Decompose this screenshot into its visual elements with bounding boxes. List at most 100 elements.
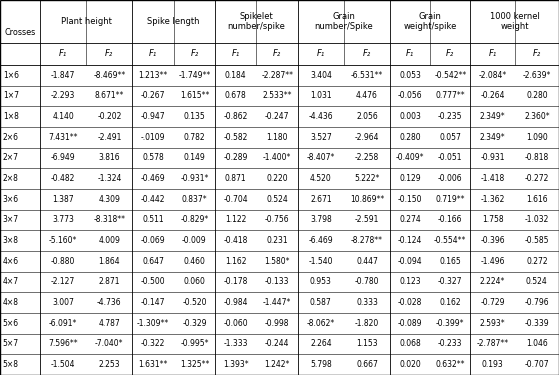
Text: -0.399*: -0.399* [436, 319, 465, 328]
Text: -1.496: -1.496 [480, 257, 505, 266]
Text: -1.847: -1.847 [51, 71, 75, 80]
Text: 0.020: 0.020 [399, 360, 421, 369]
Text: F₁: F₁ [406, 50, 414, 58]
Text: -0.818: -0.818 [525, 153, 549, 162]
Text: -2.491: -2.491 [97, 133, 121, 142]
Text: -0.998: -0.998 [265, 319, 290, 328]
Text: 1.615**: 1.615** [180, 92, 209, 100]
Text: 1×7: 1×7 [3, 92, 19, 100]
Text: 1.387: 1.387 [53, 195, 74, 204]
Text: -0.780: -0.780 [355, 278, 379, 286]
Text: -0.327: -0.327 [438, 278, 462, 286]
Text: 0.632**: 0.632** [435, 360, 465, 369]
Text: -0.069: -0.069 [141, 236, 165, 245]
Text: -1.418: -1.418 [480, 174, 505, 183]
Text: 0.129: 0.129 [399, 174, 421, 183]
Text: 0.511: 0.511 [142, 215, 164, 224]
Text: 1.242*: 1.242* [264, 360, 290, 369]
Text: -1.324: -1.324 [97, 174, 121, 183]
Text: -2.639*: -2.639* [523, 71, 551, 80]
Text: 1.153: 1.153 [356, 339, 378, 348]
Text: 5.798: 5.798 [310, 360, 331, 369]
Text: -6.949: -6.949 [51, 153, 75, 162]
Text: 0.782: 0.782 [183, 133, 205, 142]
Text: 4.309: 4.309 [98, 195, 120, 204]
Text: -0.520: -0.520 [182, 298, 207, 307]
Text: 0.647: 0.647 [142, 257, 164, 266]
Text: 2.349*: 2.349* [480, 112, 505, 121]
Text: -0.704: -0.704 [224, 195, 248, 204]
Text: -0.006: -0.006 [438, 174, 463, 183]
Text: 0.587: 0.587 [310, 298, 331, 307]
Text: 1.180: 1.180 [267, 133, 288, 142]
Text: 0.447: 0.447 [356, 257, 378, 266]
Text: 3.527: 3.527 [310, 133, 331, 142]
Text: 1.758: 1.758 [482, 215, 503, 224]
Text: -1.447*: -1.447* [263, 298, 291, 307]
Text: 3.404: 3.404 [310, 71, 332, 80]
Text: 0.667: 0.667 [356, 360, 378, 369]
Text: -0.089: -0.089 [398, 319, 423, 328]
Text: 1.325**: 1.325** [180, 360, 209, 369]
Text: -1.309**: -1.309** [137, 319, 169, 328]
Text: -0.272: -0.272 [525, 174, 549, 183]
Text: -0.009: -0.009 [182, 236, 207, 245]
Text: 1.162: 1.162 [225, 257, 247, 266]
Text: 0.953: 0.953 [310, 278, 332, 286]
Text: -0.442: -0.442 [141, 195, 165, 204]
Text: 2.533**: 2.533** [262, 92, 292, 100]
Text: -0.056: -0.056 [398, 92, 423, 100]
Text: 3.773: 3.773 [53, 215, 74, 224]
Text: F₂: F₂ [533, 50, 541, 58]
Text: 0.231: 0.231 [266, 236, 288, 245]
Text: F₁: F₁ [59, 50, 67, 58]
Text: -0.707: -0.707 [524, 360, 549, 369]
Text: -0.267: -0.267 [141, 92, 165, 100]
Text: F₁: F₁ [317, 50, 325, 58]
Text: 0.524: 0.524 [266, 195, 288, 204]
Text: 4.520: 4.520 [310, 174, 331, 183]
Text: 1×8: 1×8 [3, 112, 18, 121]
Text: -0.931: -0.931 [480, 153, 505, 162]
Text: -0.418: -0.418 [224, 236, 248, 245]
Text: -0.289: -0.289 [224, 153, 248, 162]
Text: -2.591: -2.591 [355, 215, 379, 224]
Text: -0.150: -0.150 [398, 195, 423, 204]
Text: -0.264: -0.264 [480, 92, 505, 100]
Text: 3.798: 3.798 [310, 215, 331, 224]
Text: 2.871: 2.871 [98, 278, 120, 286]
Text: -0.178: -0.178 [224, 278, 248, 286]
Text: 2.253: 2.253 [98, 360, 120, 369]
Text: F₁: F₁ [489, 50, 496, 58]
Text: -4.436: -4.436 [309, 112, 333, 121]
Text: F₂: F₂ [105, 50, 113, 58]
Text: Plant height: Plant height [61, 17, 112, 26]
Text: -8.469**: -8.469** [93, 71, 125, 80]
Text: 0.333: 0.333 [356, 298, 378, 307]
Text: F₂: F₂ [273, 50, 281, 58]
Text: 1000 kernel
weight: 1000 kernel weight [490, 12, 539, 31]
Text: 2×6: 2×6 [3, 133, 19, 142]
Text: 0.060: 0.060 [183, 278, 205, 286]
Text: -6.091*: -6.091* [49, 319, 77, 328]
Text: 0.003: 0.003 [399, 112, 421, 121]
Text: -0.500: -0.500 [141, 278, 165, 286]
Text: -0.409*: -0.409* [396, 153, 424, 162]
Text: 0.162: 0.162 [439, 298, 461, 307]
Text: -2.127: -2.127 [51, 278, 75, 286]
Text: -0.202: -0.202 [97, 112, 121, 121]
Text: F₂: F₂ [446, 50, 454, 58]
Text: 3.816: 3.816 [98, 153, 120, 162]
Text: -2.293: -2.293 [51, 92, 75, 100]
Text: 0.460: 0.460 [183, 257, 205, 266]
Text: 2.224*: 2.224* [480, 278, 505, 286]
Text: 1.580*: 1.580* [264, 257, 290, 266]
Text: -5.160*: -5.160* [49, 236, 77, 245]
Text: 0.280: 0.280 [399, 133, 421, 142]
Text: 1.122: 1.122 [225, 215, 247, 224]
Text: 3×7: 3×7 [3, 215, 19, 224]
Text: -0.124: -0.124 [398, 236, 422, 245]
Text: -1.540: -1.540 [309, 257, 333, 266]
Text: 0.280: 0.280 [526, 92, 548, 100]
Text: 2.360*: 2.360* [524, 112, 549, 121]
